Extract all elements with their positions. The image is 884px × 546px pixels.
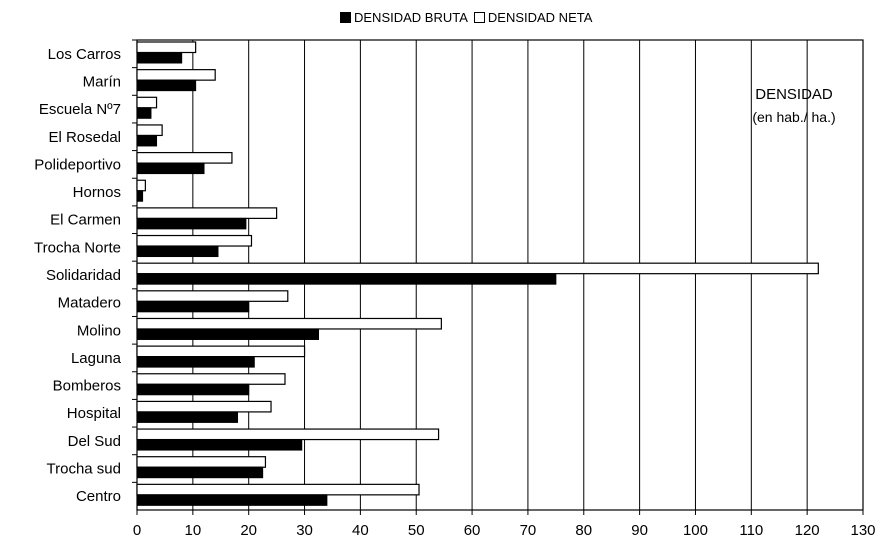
y-tick-label-3: El Rosedal [48, 129, 121, 146]
x-tick-label-130: 130 [850, 522, 875, 539]
x-tick-label-70: 70 [520, 522, 537, 539]
bar-bruta-12 [136, 383, 250, 396]
legend-item-bruta: DENSIDAD BRUTA [340, 10, 468, 25]
bar-bruta-1 [136, 79, 197, 92]
bar-neta-1 [136, 69, 216, 81]
legend-item-neta: DENSIDAD NETA [473, 10, 593, 25]
y-tick-label-14: Del Sud [68, 433, 121, 450]
legend-label-neta: DENSIDAD NETA [487, 10, 593, 25]
x-tick-label-0: 0 [133, 522, 141, 539]
y-tick-label-11: Laguna [71, 350, 122, 367]
bar-neta-12 [136, 373, 286, 385]
bar-neta-0 [136, 41, 197, 54]
bar-neta-11 [136, 345, 306, 358]
bar-bruta-5 [136, 190, 144, 202]
bar-bruta-8 [136, 273, 557, 285]
bar-neta-10 [136, 317, 442, 330]
bar-bruta-16 [136, 494, 328, 506]
bar-bruta-2 [136, 107, 152, 119]
bar-neta-13 [136, 400, 272, 413]
bar-neta-15 [136, 456, 267, 468]
bar-neta-8 [136, 262, 819, 275]
bar-neta-2 [136, 96, 158, 109]
y-tick-label-10: Molino [77, 322, 121, 339]
y-tick-label-9: Matadero [58, 295, 121, 312]
x-tick-label-50: 50 [408, 522, 425, 539]
x-tick-label-60: 60 [464, 522, 481, 539]
annotation-title: DENSIDAD [755, 86, 833, 103]
bar-neta-4 [136, 151, 233, 164]
bar-neta-6 [136, 207, 278, 219]
y-tick-label-7: Trocha Norte [34, 239, 121, 256]
bar-bruta-6 [136, 217, 247, 230]
legend-swatch-neta [473, 12, 485, 23]
bar-bruta-4 [136, 162, 205, 175]
x-tick-label-30: 30 [296, 522, 313, 539]
bar-bruta-9 [136, 300, 250, 313]
bar-bruta-3 [136, 134, 158, 147]
y-tick-label-1: Marín [83, 73, 121, 90]
bar-neta-9 [136, 290, 289, 302]
x-tick-label-40: 40 [352, 522, 369, 539]
x-tick-label-100: 100 [683, 522, 708, 539]
bar-neta-5 [136, 179, 146, 192]
y-tick-label-8: Solidaridad [46, 267, 121, 284]
bar-bruta-14 [136, 439, 303, 451]
annotation-unit: (en hab./ ha.) [752, 109, 836, 125]
y-tick-label-12: Bomberos [53, 378, 121, 395]
x-tick-label-90: 90 [631, 522, 648, 539]
legend: DENSIDAD BRUTA DENSIDAD NETA [340, 10, 598, 25]
y-tick-label-6: El Carmen [50, 212, 121, 229]
x-tick-label-20: 20 [240, 522, 257, 539]
bar-bruta-7 [136, 245, 219, 258]
x-tick-label-110: 110 [739, 522, 763, 539]
bar-neta-14 [136, 428, 440, 441]
legend-label-bruta: DENSIDAD BRUTA [354, 10, 468, 25]
bar-bruta-13 [136, 411, 239, 423]
legend-swatch-bruta [340, 12, 351, 23]
bar-bruta-10 [136, 328, 319, 340]
x-tick-label-80: 80 [575, 522, 592, 539]
bar-bruta-15 [136, 466, 264, 479]
bar-neta-7 [136, 234, 253, 247]
x-tick-label-10: 10 [185, 522, 202, 539]
y-tick-label-5: Hornos [73, 184, 121, 201]
y-tick-label-2: Escuela Nº7 [39, 101, 121, 118]
y-tick-label-0: Los Carros [48, 46, 121, 63]
y-tick-label-13: Hospital [67, 405, 121, 422]
bar-bruta-0 [136, 52, 183, 64]
bar-bruta-11 [136, 356, 255, 368]
x-tick-label-120: 120 [795, 522, 820, 539]
y-tick-label-4: Polideportivo [34, 156, 121, 173]
bar-neta-3 [136, 124, 163, 137]
bar-neta-16 [136, 483, 420, 496]
y-tick-label-15: Trocha sud [47, 461, 121, 478]
density-annotation: DENSIDAD (en hab./ ha.) [724, 84, 864, 128]
y-tick-label-16: Centro [76, 488, 121, 505]
